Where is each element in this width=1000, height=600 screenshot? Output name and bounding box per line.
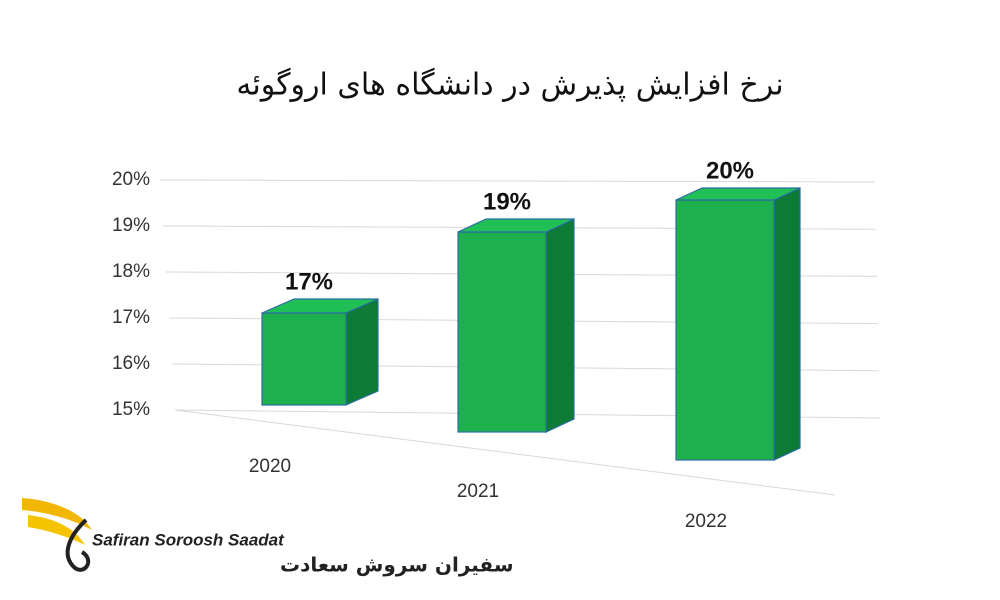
value-label: 19%: [483, 188, 531, 215]
logo-name: Safiran Soroosh Saadat: [92, 530, 285, 549]
x-tick-label: 2020: [249, 456, 291, 477]
value-label: 17%: [285, 268, 333, 295]
y-tick-label: 15%: [112, 399, 150, 420]
bar: [457, 231, 547, 433]
y-tick-label: 19%: [112, 215, 150, 236]
bar: [675, 199, 775, 461]
bar-side: [545, 218, 575, 433]
y-tick-label: 20%: [112, 169, 150, 190]
bar-side: [773, 187, 801, 461]
x-tick-label: 2021: [457, 481, 499, 502]
y-tick-label: 17%: [112, 307, 150, 328]
y-tick-label: 16%: [112, 353, 150, 374]
x-tick-label: 2022: [685, 511, 727, 532]
chart-title: نرخ افزایش پذیرش در دانشگاه های اروگوئه: [236, 68, 783, 103]
logo: Safiran Soroosh Saadat سفیران سروش سعادت: [22, 498, 514, 577]
floor-edge: [174, 409, 836, 496]
logo-swirl: [65, 518, 91, 572]
logo-name-fa: سفیران سروش سعادت: [280, 553, 514, 577]
bar-side: [345, 298, 379, 406]
bar-group: [675, 187, 801, 461]
bar-group: [457, 218, 575, 433]
bar-top: [261, 298, 379, 314]
bar-group: [261, 298, 379, 406]
bar: [261, 312, 347, 406]
bar-top: [675, 187, 801, 201]
y-tick-label: 18%: [112, 261, 150, 282]
bar-top: [457, 218, 575, 233]
value-label: 20%: [706, 157, 754, 184]
grid-line: [159, 179, 876, 183]
logo-wing: [22, 498, 92, 530]
